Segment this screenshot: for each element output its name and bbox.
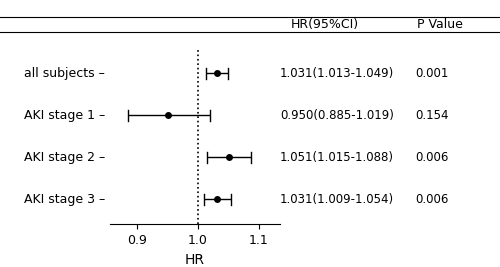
Text: 0.154: 0.154 (415, 109, 448, 122)
Text: 0.006: 0.006 (415, 193, 448, 206)
Text: 1.031(1.013-1.049): 1.031(1.013-1.049) (280, 67, 394, 80)
Text: AKI stage 1 –: AKI stage 1 – (24, 109, 105, 122)
Text: 1.051(1.015-1.088): 1.051(1.015-1.088) (280, 151, 394, 164)
Text: AKI stage 3 –: AKI stage 3 – (24, 193, 105, 206)
Text: all subjects –: all subjects – (24, 67, 105, 80)
Text: HR(95%CI): HR(95%CI) (291, 18, 359, 31)
Text: 1.031(1.009-1.054): 1.031(1.009-1.054) (280, 193, 394, 206)
X-axis label: HR: HR (185, 253, 205, 266)
Text: 0.950(0.885-1.019): 0.950(0.885-1.019) (280, 109, 394, 122)
Text: P Value: P Value (417, 18, 463, 31)
Text: 0.001: 0.001 (415, 67, 448, 80)
Text: AKI stage 2 –: AKI stage 2 – (24, 151, 105, 164)
Text: 0.006: 0.006 (415, 151, 448, 164)
